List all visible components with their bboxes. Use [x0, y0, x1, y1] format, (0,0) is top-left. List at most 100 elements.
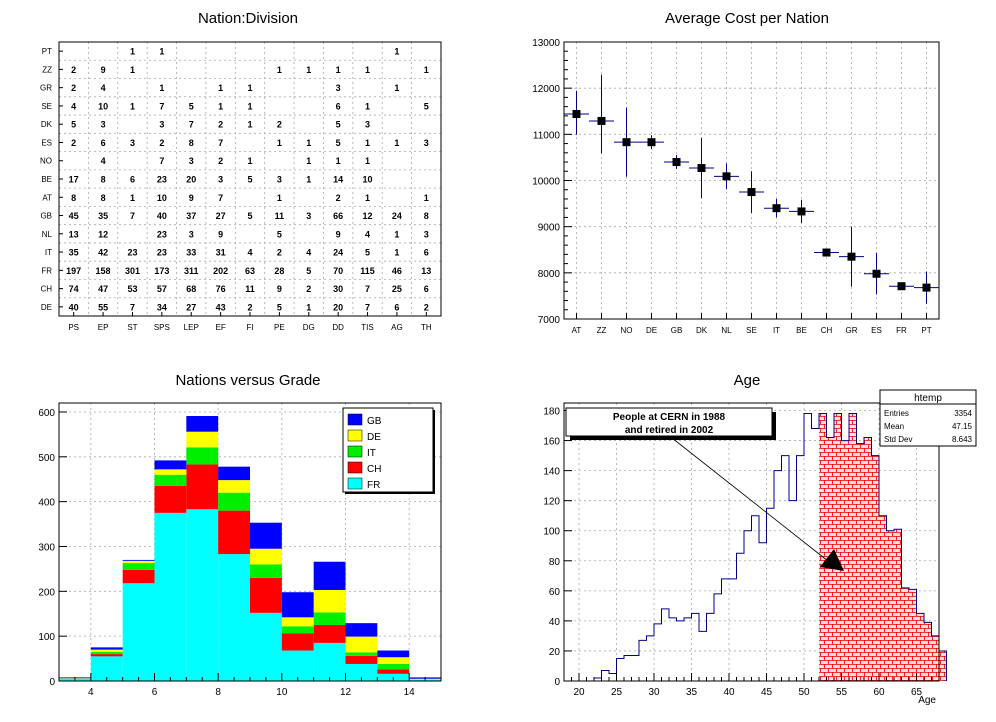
- grade-bar-it: [186, 447, 219, 465]
- table-cell: 3: [159, 120, 164, 130]
- table-cell: 1: [247, 101, 252, 111]
- table-cell: 8: [71, 193, 76, 203]
- table-cell: 76: [216, 284, 226, 294]
- table-cell: 68: [186, 284, 196, 294]
- table-cell: 57: [157, 284, 167, 294]
- grade-bar-ch: [218, 510, 250, 555]
- cost-marker: [847, 252, 856, 261]
- cost-marker: [597, 116, 606, 125]
- grade-frame: [58, 402, 442, 682]
- table-cell: 31: [216, 248, 226, 258]
- legend-label-fr: FR: [367, 480, 380, 491]
- age-ytick-label: 160: [543, 437, 560, 448]
- table-cell: 3: [218, 175, 223, 185]
- table-cell: 2: [277, 248, 282, 258]
- grade-bar-gb: [345, 623, 378, 637]
- table-cell: 1: [394, 229, 399, 239]
- table-cell: 2: [277, 120, 282, 130]
- grade-bar-fr: [281, 650, 314, 681]
- table-cell: 14: [333, 175, 343, 185]
- grade-bar-ch: [122, 569, 155, 584]
- age-xtick-label: 30: [648, 687, 660, 698]
- table-cell: 4: [71, 101, 76, 111]
- age-xtick-label: 20: [573, 687, 585, 698]
- table-cell: 20: [333, 302, 343, 312]
- table-cell: 1: [394, 47, 399, 57]
- table-cell: 2: [218, 156, 223, 166]
- table-cell: 53: [127, 284, 137, 294]
- table-cell: 74: [69, 284, 79, 294]
- stats-label: Std Dev: [884, 435, 912, 444]
- cost-marker: [722, 172, 731, 181]
- row-label: ES: [41, 138, 52, 147]
- table-cell: 1: [130, 101, 135, 111]
- age-shaded-bar: [909, 589, 917, 681]
- table-cell: 6: [394, 302, 399, 312]
- table-cell: 1: [394, 83, 399, 93]
- grade-bar-gb: [377, 650, 410, 658]
- table-cell: 1: [365, 65, 370, 75]
- grade-ytick-label: 600: [38, 408, 55, 419]
- age-shaded-bar: [834, 413, 842, 681]
- grade-ytick-label: 0: [49, 677, 55, 688]
- table-cell: 1: [247, 156, 252, 166]
- age-ytick-label: 0: [554, 677, 560, 688]
- table-cell: 5: [247, 175, 252, 185]
- grade-bar-ch: [313, 624, 346, 643]
- table-cell: 1: [306, 138, 311, 148]
- table-cell: 5: [277, 229, 282, 239]
- cost-marker: [647, 138, 656, 147]
- age-panel: Age Age 20 25 30 35 40 45 50 55 60 65 0 20 40 60 80 100…: [543, 372, 977, 706]
- row-label: GB: [40, 212, 52, 221]
- annotation-arrowhead: [820, 549, 844, 571]
- table-cell: 12: [98, 229, 108, 239]
- cost-marker: [897, 282, 906, 291]
- age-ytick-label: 80: [549, 557, 561, 568]
- column-label: PS: [68, 323, 79, 332]
- column-label: LEP: [184, 323, 199, 332]
- age-xtick-label: 65: [911, 687, 923, 698]
- grade-xtick-label: 14: [404, 687, 416, 698]
- row-label: DK: [41, 120, 53, 129]
- table-cell: 10: [157, 193, 167, 203]
- table-cell: 37: [186, 211, 196, 221]
- table-cell: 1: [159, 83, 164, 93]
- grade-bar-gb: [122, 559, 155, 561]
- grade-ytick-label: 400: [38, 498, 55, 509]
- stats-value: 47.15: [952, 422, 973, 431]
- table-cell: 1: [277, 138, 282, 148]
- column-label: ST: [127, 323, 137, 332]
- cost-xtick-label: NO: [621, 326, 633, 335]
- table-cell: 33: [186, 248, 196, 258]
- table-cell: 4: [365, 229, 370, 239]
- table-cell: 1: [394, 138, 399, 148]
- column-label: EF: [215, 323, 225, 332]
- table-cell: 13: [69, 229, 79, 239]
- legend-label-ch: CH: [367, 464, 381, 475]
- row-label: NL: [42, 230, 53, 239]
- table-cell: 1: [130, 193, 135, 203]
- age-frame: [563, 402, 940, 682]
- table-cell: 11: [275, 211, 285, 221]
- grade-bar-ch: [250, 577, 282, 613]
- legend-label-it: IT: [367, 448, 376, 459]
- grade-bar-de: [377, 657, 410, 664]
- table-cell: 10: [98, 101, 108, 111]
- cost-xtick-label: AT: [572, 326, 582, 335]
- grade-bar-it: [250, 564, 282, 578]
- table-cell: 2: [71, 83, 76, 93]
- age-shaded-bar: [849, 413, 857, 681]
- age-xtick-label: 25: [611, 687, 623, 698]
- grade-bar-ch: [90, 654, 123, 657]
- age-shaded-bar: [924, 622, 932, 681]
- row-label: IT: [45, 248, 52, 257]
- table-cell: 1: [365, 101, 370, 111]
- cost-marker: [697, 164, 706, 173]
- age-xtick-label: 55: [836, 687, 848, 698]
- table-cell: 4: [306, 248, 311, 258]
- grade-bar-gb: [186, 416, 219, 432]
- age-shaded-bar: [856, 443, 864, 681]
- annotation-line-1: People at CERN in 1988: [613, 412, 726, 423]
- table-cell: 1: [365, 156, 370, 166]
- cost-marker: [672, 158, 681, 167]
